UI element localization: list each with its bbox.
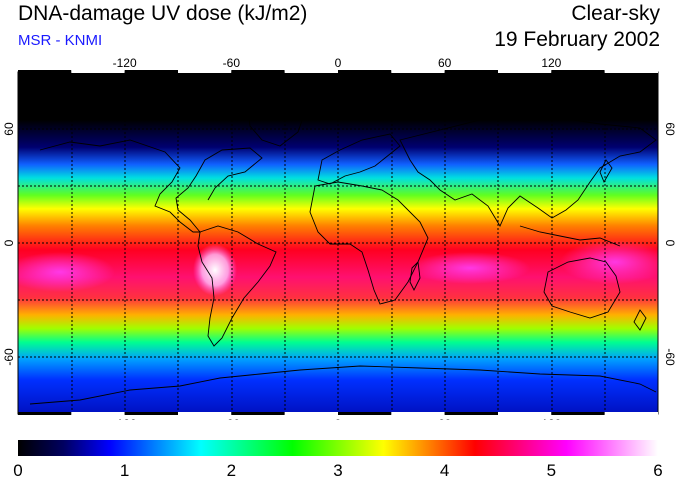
latitude-label-right: -60 bbox=[663, 348, 677, 366]
colorbar-tick-label: 2 bbox=[227, 461, 236, 480]
latitude-label-left: -60 bbox=[2, 348, 16, 366]
greenland-coastline bbox=[247, 103, 306, 147]
latitude-label-left: 0 bbox=[2, 239, 16, 246]
sky-mode-label: Clear-sky bbox=[571, 2, 660, 25]
longitude-label-bottom: 120 bbox=[541, 417, 561, 420]
map-title: DNA-damage UV dose (kJ/m2) bbox=[18, 2, 308, 25]
longitude-labels-bottom: -120 -60 0 60 120 bbox=[113, 417, 562, 420]
uv-intensity-patches bbox=[18, 240, 658, 296]
colorbar-tick-label: 3 bbox=[333, 461, 342, 480]
madagascar-coastline bbox=[409, 261, 421, 292]
date-label: 19 February 2002 bbox=[494, 28, 660, 51]
longitude-label-top: -120 bbox=[113, 56, 137, 70]
source-label: MSR - KNMI bbox=[18, 32, 103, 49]
latitude-labels-left: 60 0 -60 bbox=[2, 122, 16, 366]
australia-coastline bbox=[543, 257, 621, 319]
colorbar-ticks: 0 1 2 3 4 5 6 bbox=[13, 461, 662, 480]
map-border-ticks bbox=[17, 70, 659, 415]
indonesia-coastline bbox=[519, 225, 621, 247]
colorbar-tick-label: 5 bbox=[547, 461, 556, 480]
colorbar-tick-label: 6 bbox=[653, 461, 662, 480]
latitude-label-left: 60 bbox=[2, 122, 16, 136]
uv-dose-map: -120 -60 0 60 120 -120 -60 0 60 120 60 0 -60 60 0 -6… bbox=[2, 56, 677, 420]
south-america-coastline bbox=[197, 225, 277, 347]
longitude-label-bottom: -60 bbox=[223, 417, 241, 420]
longitude-label-top: 120 bbox=[541, 56, 561, 70]
longitude-label-top: -60 bbox=[223, 56, 241, 70]
colorbar bbox=[18, 440, 658, 456]
colorbar-tick-label: 0 bbox=[13, 461, 22, 480]
colorbar-tick-label: 4 bbox=[440, 461, 449, 480]
longitude-label-top: 60 bbox=[438, 56, 452, 70]
latitude-labels-right: 60 0 -60 bbox=[663, 122, 677, 366]
longitude-label-bottom: 0 bbox=[335, 417, 342, 420]
japan-coastline bbox=[599, 159, 613, 184]
antarctica-coastline bbox=[29, 365, 657, 405]
latitude-label-right: 0 bbox=[663, 240, 677, 247]
longitude-label-bottom: 60 bbox=[438, 417, 452, 420]
north-america-coastline bbox=[39, 139, 263, 233]
longitude-label-top: 0 bbox=[335, 56, 342, 70]
longitude-labels-top: -120 -60 0 60 120 bbox=[113, 56, 562, 70]
latitude-label-right: 60 bbox=[663, 122, 677, 136]
longitude-label-bottom: -120 bbox=[113, 417, 137, 420]
colorbar-tick-label: 1 bbox=[120, 461, 129, 480]
graticule bbox=[18, 72, 658, 414]
new-zealand-coastline bbox=[633, 309, 647, 331]
